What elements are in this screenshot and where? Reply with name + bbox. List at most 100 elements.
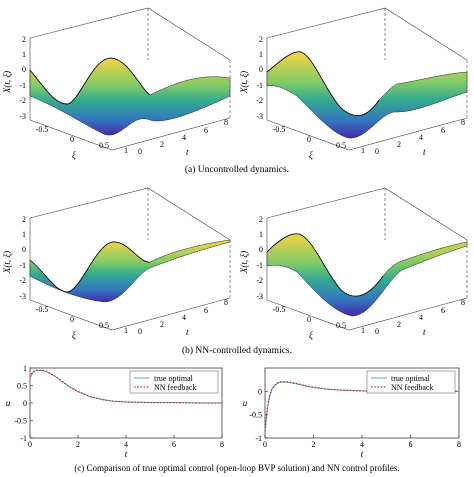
axes-box xyxy=(29,187,231,331)
z-tick: 2 xyxy=(22,35,26,44)
t-axis-label: t xyxy=(186,327,189,337)
t-tick: 2 xyxy=(397,320,401,329)
surface xyxy=(29,57,231,136)
t-tick: 4 xyxy=(419,133,423,142)
t-tick: 6 xyxy=(204,126,208,135)
surface xyxy=(266,51,468,139)
z-tick: -1 xyxy=(19,261,26,270)
z-tick: -2 xyxy=(19,96,26,105)
xi-tick: 0 xyxy=(307,315,311,324)
z-tick: -3 xyxy=(19,112,26,121)
surface-plot-b-left: 2 1 0 -1 -2 -3 X(t, ξ) -0.5 0 0.5 1 ξ 0 … xyxy=(0,180,237,342)
x-axis-label: t xyxy=(125,449,128,459)
t-tick: 6 xyxy=(441,306,445,315)
y-tick-label: 1 xyxy=(23,364,27,373)
y-tick-label: -1 xyxy=(20,434,27,443)
y-tick-label: -0.5 xyxy=(14,417,27,426)
z-axis-label: X(t, ξ) xyxy=(2,251,12,274)
t-tick: 2 xyxy=(160,320,164,329)
xi-axis-label: ξ xyxy=(309,330,313,340)
xi-tick: 1 xyxy=(124,326,128,335)
z-tick: 0 xyxy=(22,65,26,74)
xi-tick: 0.5 xyxy=(336,321,346,330)
t-tick: 4 xyxy=(419,313,423,322)
x-tick-label: 8 xyxy=(457,440,461,449)
surface-plot-b-right: 2 1 0 -1 -2 -3 X(t, ξ) -0.5 0 0.5 1 ξ 0 … xyxy=(237,180,474,342)
t-tick: 0 xyxy=(138,147,142,156)
xi-tick: 0.5 xyxy=(336,141,346,150)
xi-tick: -0.5 xyxy=(273,305,286,314)
t-tick-labels: 0 2 4 6 8 xyxy=(375,118,465,156)
t-tick-labels: 0 2 4 6 8 xyxy=(138,118,228,156)
z-tick-labels: 2 1 0 -1 -2 -3 xyxy=(19,215,26,301)
t-tick: 4 xyxy=(182,313,186,322)
caption-a: (a) Uncontrolled dynamics. xyxy=(184,165,290,175)
xi-axis-label: ξ xyxy=(72,330,76,340)
initial-profile-curve xyxy=(266,51,380,116)
xi-tick: 0 xyxy=(70,135,74,144)
z-tick: -1 xyxy=(256,261,263,270)
surface-plot-svg: 2 1 0 -1 -2 -3 X(t, ξ) -0.5 0 0.5 1 ξ 0 … xyxy=(239,7,468,160)
control-chart-right: 0 2 4 6 8 0 -0.5 -1 t u true optimal NN feedback xyxy=(237,360,474,460)
t-axis-label: t xyxy=(423,147,426,157)
x-tick-label: 4 xyxy=(360,440,364,449)
t-axis-label: t xyxy=(186,147,189,157)
z-tick-labels: 2 1 0 -1 -2 -3 xyxy=(19,35,26,121)
z-tick: 2 xyxy=(259,35,263,44)
y-axis-label: u xyxy=(243,398,248,408)
t-tick-labels: 0 2 4 6 8 xyxy=(138,298,228,336)
t-tick: 8 xyxy=(461,298,465,307)
t-tick: 4 xyxy=(182,133,186,142)
z-tick: 0 xyxy=(22,245,26,254)
xi-tick: -0.5 xyxy=(273,125,286,134)
z-tick: -1 xyxy=(256,81,263,90)
series-line-nn-feedback xyxy=(29,369,222,404)
t-tick: 6 xyxy=(441,126,445,135)
xi-tick: 0 xyxy=(307,135,311,144)
x-tick-label: 8 xyxy=(220,440,224,449)
z-tick: 1 xyxy=(22,230,26,239)
t-tick: 0 xyxy=(375,147,379,156)
xi-tick: 1 xyxy=(361,326,365,335)
xi-tick: 0 xyxy=(70,315,74,324)
legend-label: true optimal xyxy=(391,374,431,383)
z-tick: 2 xyxy=(259,215,263,224)
z-tick: -1 xyxy=(19,81,26,90)
z-tick: 1 xyxy=(22,50,26,59)
legend-box xyxy=(129,370,219,394)
initial-profile-curve xyxy=(266,233,384,297)
t-axis-label: t xyxy=(423,327,426,337)
control-chart-left: 0 2 4 6 8 1 0.5 0 -0.5 -1 t u true optimal NN feedbac… xyxy=(0,360,237,460)
xi-tick-labels: -0.5 0 0.5 1 xyxy=(36,125,128,155)
x-tick-label: 6 xyxy=(409,440,413,449)
t-tick: 0 xyxy=(375,327,379,336)
xi-axis-label: ξ xyxy=(309,150,313,160)
z-axis-label: X(t, ξ) xyxy=(2,71,12,94)
z-tick: -2 xyxy=(256,96,263,105)
legend-label: NN feedback xyxy=(154,383,196,392)
z-tick: -3 xyxy=(19,292,26,301)
y-tick-label: 0 xyxy=(23,399,27,408)
z-tick-labels: 2 1 0 -1 -2 -3 xyxy=(256,35,263,121)
x-tick-label: 2 xyxy=(312,440,316,449)
y-axis-label: u xyxy=(6,398,11,408)
y-tick-label: -0.5 xyxy=(249,411,262,420)
initial-profile-curve xyxy=(29,57,151,105)
z-tick: -3 xyxy=(256,292,263,301)
xi-tick: -0.5 xyxy=(36,125,49,134)
z-tick: -2 xyxy=(256,276,263,285)
t-tick: 6 xyxy=(204,306,208,315)
t-tick-labels: 0 2 4 6 8 xyxy=(375,298,465,336)
caption-c: (c) Comparison of true optimal control (… xyxy=(74,463,400,473)
t-tick: 0 xyxy=(138,327,142,336)
x-tick-label: 4 xyxy=(124,440,128,449)
z-tick: 1 xyxy=(259,230,263,239)
y-tick-label: 0.5 xyxy=(17,382,27,391)
z-tick-labels: 2 1 0 -1 -2 -3 xyxy=(256,215,263,301)
x-tick-label: 0 xyxy=(263,440,267,449)
initial-profile-curve xyxy=(29,241,151,293)
z-tick: -2 xyxy=(19,276,26,285)
xi-tick: 0.5 xyxy=(99,141,109,150)
z-tick: 0 xyxy=(259,245,263,254)
surface-plot-svg: 2 1 0 -1 -2 -3 X(t, ξ) -0.5 0 0.5 1 ξ 0 … xyxy=(2,187,231,340)
